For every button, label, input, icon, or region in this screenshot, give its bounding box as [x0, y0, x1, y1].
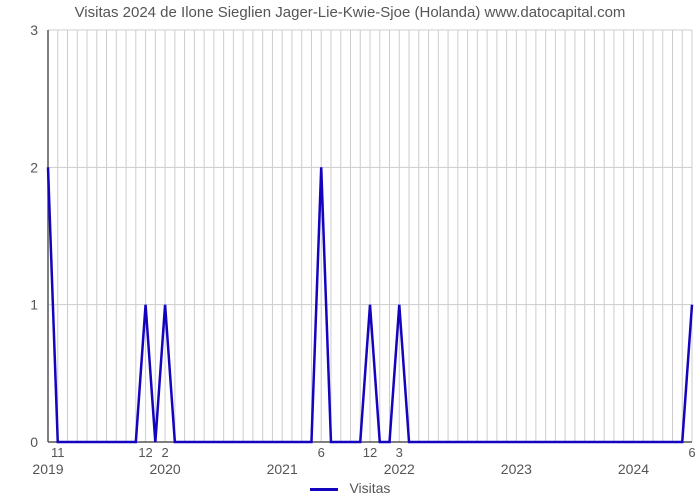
svg-text:2024: 2024	[618, 461, 649, 477]
svg-text:2: 2	[30, 159, 38, 175]
legend-swatch	[310, 488, 338, 491]
svg-text:2: 2	[161, 445, 168, 460]
svg-text:0: 0	[30, 434, 38, 450]
svg-text:12: 12	[138, 445, 152, 460]
svg-text:6: 6	[318, 445, 325, 460]
svg-text:2022: 2022	[384, 461, 415, 477]
svg-text:3: 3	[30, 22, 38, 38]
svg-text:2023: 2023	[501, 461, 532, 477]
svg-text:2019: 2019	[32, 461, 63, 477]
svg-text:3: 3	[396, 445, 403, 460]
svg-text:1: 1	[30, 297, 38, 313]
chart-plot-area: 01232019202020212022202320241112261236	[0, 0, 700, 500]
svg-text:6: 6	[688, 445, 695, 460]
chart-legend: Visitas	[0, 480, 700, 496]
svg-text:2021: 2021	[267, 461, 298, 477]
svg-text:12: 12	[363, 445, 377, 460]
svg-text:11: 11	[51, 445, 65, 460]
svg-text:2020: 2020	[150, 461, 181, 477]
legend-label: Visitas	[349, 480, 390, 496]
visits-chart: Visitas 2024 de Ilone Sieglien Jager-Lie…	[0, 0, 700, 500]
